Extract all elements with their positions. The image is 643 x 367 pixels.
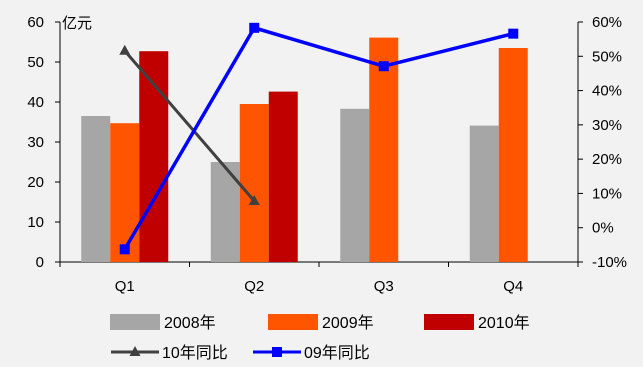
left-axis-tick-label: 0 (36, 254, 44, 271)
left-axis-tick-label: 60 (27, 14, 44, 31)
legend-swatch (268, 314, 318, 330)
x-axis-tick-label: Q3 (374, 278, 394, 295)
bar (369, 37, 399, 262)
x-axis-tick-label: Q2 (244, 278, 264, 295)
left-axis-tick-label: 30 (27, 134, 44, 151)
point-marker (119, 44, 131, 55)
left-axis-tick-label: 40 (27, 94, 44, 111)
bar (239, 104, 269, 262)
bar (498, 48, 528, 262)
lines (119, 22, 519, 255)
right-axis-tick-label: 0% (592, 220, 614, 237)
series-line (123, 25, 514, 251)
right-axis-tick-label: 50% (592, 48, 622, 65)
right-axis-tick-label: 10% (592, 185, 622, 202)
axes: 0 10 20 30 40 50 60 亿元 -10% 0% 10% 20% 30% 40% 50% 60% Q… (27, 14, 627, 295)
bar (110, 123, 140, 262)
bar (340, 108, 370, 262)
right-axis-tick-label: 40% (592, 83, 622, 100)
bar (81, 116, 111, 262)
x-axis-tick-label: Q4 (503, 278, 523, 295)
left-axis-tick-label: 20 (27, 174, 44, 191)
point-marker (508, 28, 519, 39)
legend-swatch (110, 314, 160, 330)
bar (268, 91, 298, 262)
point-marker (248, 194, 260, 205)
legend-label: 09年同比 (304, 344, 370, 362)
legend-label: 2010年 (478, 314, 530, 332)
x-axis-tick-label: Q1 (115, 278, 135, 295)
legend-label: 10年同比 (162, 344, 228, 362)
legend-marker (129, 346, 141, 356)
right-axis-tick-label: -10% (592, 254, 627, 271)
right-axis-tick-label: 30% (592, 117, 622, 134)
left-axis-tick-label: 10 (27, 214, 44, 231)
legend-label: 2009年 (322, 314, 374, 332)
right-axis-tick-label: 60% (592, 14, 622, 31)
bars (81, 37, 528, 263)
point-marker (119, 244, 130, 255)
series-line (123, 49, 256, 202)
legend-label: 2008年 (164, 314, 216, 332)
left-axis-tick-label: 50 (27, 54, 44, 71)
legend-swatch (424, 314, 474, 330)
legend-marker (272, 347, 282, 357)
legend: 2008年 2009年 2010年 10年同比 09年同比 (110, 314, 530, 362)
right-axis-tick-label: 20% (592, 151, 622, 168)
point-marker (249, 22, 260, 33)
left-axis-title: 亿元 (62, 15, 92, 32)
point-marker (378, 61, 389, 72)
bar (469, 125, 499, 262)
